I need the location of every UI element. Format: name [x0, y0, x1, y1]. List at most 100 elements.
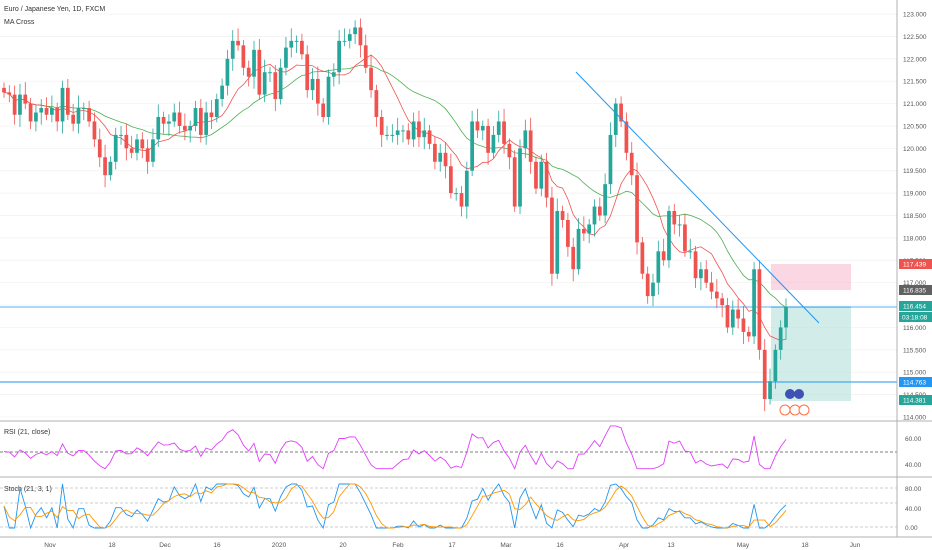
svg-text:116.454: 116.454 [903, 304, 926, 311]
take-profit-zone[interactable] [771, 307, 851, 401]
price-tag-stop: 117.439 [899, 259, 932, 269]
price-tick-label: 121.000 [903, 101, 927, 108]
candle-body [736, 309, 740, 319]
candle-body [39, 108, 44, 113]
candle-body [44, 108, 49, 115]
candle-body [752, 269, 756, 337]
candle-body [321, 103, 326, 117]
candle-body [257, 49, 262, 95]
candle-body [161, 116, 166, 124]
candle-body [512, 157, 517, 207]
candle-body [316, 78, 320, 104]
candle-body [523, 130, 528, 149]
candle-body [784, 307, 788, 328]
candle-body [390, 134, 395, 136]
price-tick-label: 120.000 [903, 146, 927, 153]
stop-loss-zone[interactable] [771, 264, 851, 290]
time-tick-label: Dec [159, 542, 171, 549]
candle-body [289, 40, 294, 48]
price-tick-label: 122.000 [903, 56, 927, 63]
candle-body [704, 269, 709, 283]
price-tag-target: 114.381 [899, 395, 932, 405]
candle-body [464, 170, 469, 207]
event-marker-icon[interactable] [794, 389, 804, 399]
indicator-label[interactable]: MA Cross [4, 19, 35, 26]
candle-body [65, 87, 70, 115]
candle-body [597, 206, 602, 216]
candle-body [518, 148, 522, 207]
candle-body [539, 161, 544, 189]
event-marker-icon[interactable] [785, 389, 795, 399]
candle-body [135, 139, 139, 153]
candle-body [310, 78, 315, 91]
time-tick-label: Mar [500, 542, 512, 549]
trendline[interactable] [575, 71, 820, 324]
candle-body [571, 246, 576, 270]
grid [0, 13, 897, 418]
candle-body [709, 282, 714, 292]
candle-body [555, 211, 560, 274]
candle-body [7, 92, 12, 95]
candle-body [188, 125, 193, 131]
price-tag-current: 116.835 [899, 285, 932, 295]
time-tick-label: 2020 [272, 542, 287, 549]
candle-body [746, 331, 751, 337]
candle-body [28, 103, 33, 122]
price-tick-label: 118.000 [903, 235, 926, 242]
stoch-label[interactable]: Stoch (21, 3, 1) [4, 486, 52, 493]
candle-body [326, 76, 331, 117]
candle-body [433, 143, 437, 162]
candle-body [406, 130, 411, 140]
candle-body [34, 112, 38, 122]
candle-body [113, 134, 118, 162]
candle-body [417, 121, 421, 138]
candle-body [374, 90, 379, 117]
candle-body [619, 103, 623, 122]
candle-body [576, 228, 581, 270]
stoch-d-line [3, 483, 787, 529]
candle-body [209, 112, 214, 117]
candle-body [379, 116, 384, 135]
candle-body [220, 85, 224, 100]
candle-body [342, 40, 347, 42]
candle-body [183, 125, 187, 131]
candle-body [337, 40, 342, 73]
candle-body [230, 40, 235, 59]
event-markers[interactable] [779, 389, 810, 416]
candle-body [427, 130, 432, 144]
candle-body [624, 121, 629, 153]
candle-body [236, 40, 240, 46]
candle-body [167, 121, 171, 124]
candle-body [741, 318, 746, 332]
time-tick-label: 16 [556, 542, 564, 549]
candle-body [470, 121, 474, 171]
rsi-label[interactable]: RSI (21, close) [4, 429, 50, 436]
candle-body [480, 125, 485, 131]
event-marker-icon[interactable] [779, 404, 791, 416]
candle-body [613, 103, 618, 135]
candle-body [448, 166, 453, 194]
candle-body [534, 161, 538, 189]
candle-body [363, 45, 368, 68]
candle-body [140, 139, 145, 149]
candle-body [720, 298, 725, 306]
price-tick-label: 119.000 [903, 191, 926, 198]
candle-body [353, 27, 357, 35]
candle-body [640, 242, 645, 274]
svg-text:114.763: 114.763 [903, 380, 926, 387]
time-tick-label: Nov [44, 542, 56, 549]
candle-body [592, 206, 597, 225]
candle-body [12, 94, 17, 115]
event-marker-icon[interactable] [798, 404, 810, 416]
time-tick-label: 13 [667, 542, 675, 549]
candle-body [677, 224, 682, 226]
candle-body [496, 121, 501, 135]
candle-body [273, 72, 278, 100]
svg-text:116.835: 116.835 [903, 288, 926, 295]
candle-body [76, 108, 81, 124]
candle-body [204, 112, 209, 135]
candle-body [108, 161, 113, 176]
time-axis[interactable]: Nov 18 Dec 16 2020 20 Feb 17 Mar 16 Apr 13 May 18 Jun [44, 542, 860, 549]
time-tick-label: 18 [801, 542, 809, 549]
